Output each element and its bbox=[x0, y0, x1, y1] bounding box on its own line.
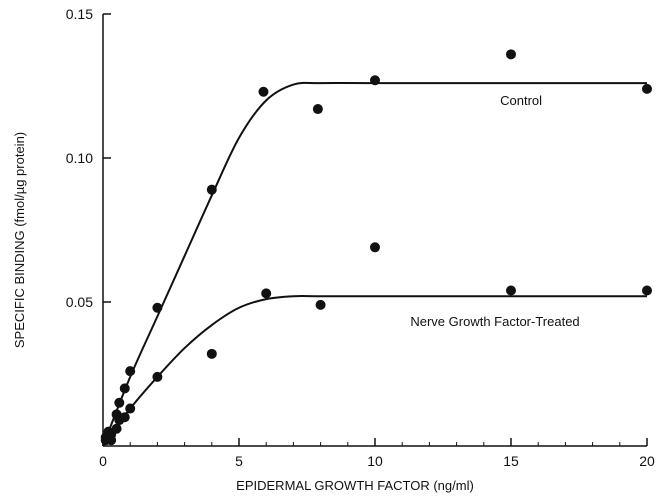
y-tick-label: 0.05 bbox=[66, 294, 93, 310]
data-point-ngf-treated bbox=[125, 403, 136, 414]
data-point-control bbox=[258, 86, 269, 97]
data-point-control bbox=[119, 383, 130, 394]
x-tick-label: 0 bbox=[99, 453, 107, 469]
data-point-control bbox=[370, 75, 380, 86]
data-point-ngf-treated bbox=[152, 371, 163, 382]
y-axis-label: SPECIFIC BINDING (fmol/µg protein) bbox=[12, 132, 27, 348]
data-point-control bbox=[114, 397, 125, 408]
data-point-control bbox=[152, 302, 163, 313]
series-label-control: Control bbox=[500, 93, 542, 108]
data-point-ngf-treated bbox=[506, 285, 516, 296]
data-point-ngf-treated bbox=[119, 412, 130, 423]
x-tick-label: 10 bbox=[367, 453, 383, 469]
x-tick-label: 15 bbox=[503, 453, 519, 469]
ticks: 0 5 10 15 20 0.05 0.10 0.15 bbox=[66, 6, 655, 469]
data-point-control bbox=[125, 366, 136, 377]
data-point-ngf-treated bbox=[315, 299, 326, 310]
x-axis-label: EPIDERMAL GROWTH FACTOR (ng/ml) bbox=[236, 478, 474, 493]
y-tick-label: 0.15 bbox=[66, 6, 93, 22]
fit-curves bbox=[102, 81, 647, 447]
data-point-control bbox=[312, 104, 323, 115]
data-point-control bbox=[206, 184, 217, 195]
data-point-ngf-treated bbox=[106, 435, 117, 446]
data-point-ngf-treated bbox=[642, 285, 652, 296]
series-label-ngf-treated: Nerve Growth Factor-Treated bbox=[410, 314, 579, 329]
data-points bbox=[100, 49, 652, 446]
fit-curve-control bbox=[102, 81, 647, 447]
y-tick-label: 0.10 bbox=[66, 150, 93, 166]
x-tick-label: 5 bbox=[235, 453, 243, 469]
data-point-control bbox=[506, 49, 516, 60]
x-tick-label: 20 bbox=[639, 453, 655, 469]
data-point-control bbox=[642, 83, 652, 94]
data-point-ngf-treated bbox=[206, 348, 217, 359]
data-point-ngf-treated bbox=[111, 423, 122, 434]
data-point-ngf-treated bbox=[261, 288, 272, 299]
data-point-ngf-treated bbox=[370, 242, 380, 253]
